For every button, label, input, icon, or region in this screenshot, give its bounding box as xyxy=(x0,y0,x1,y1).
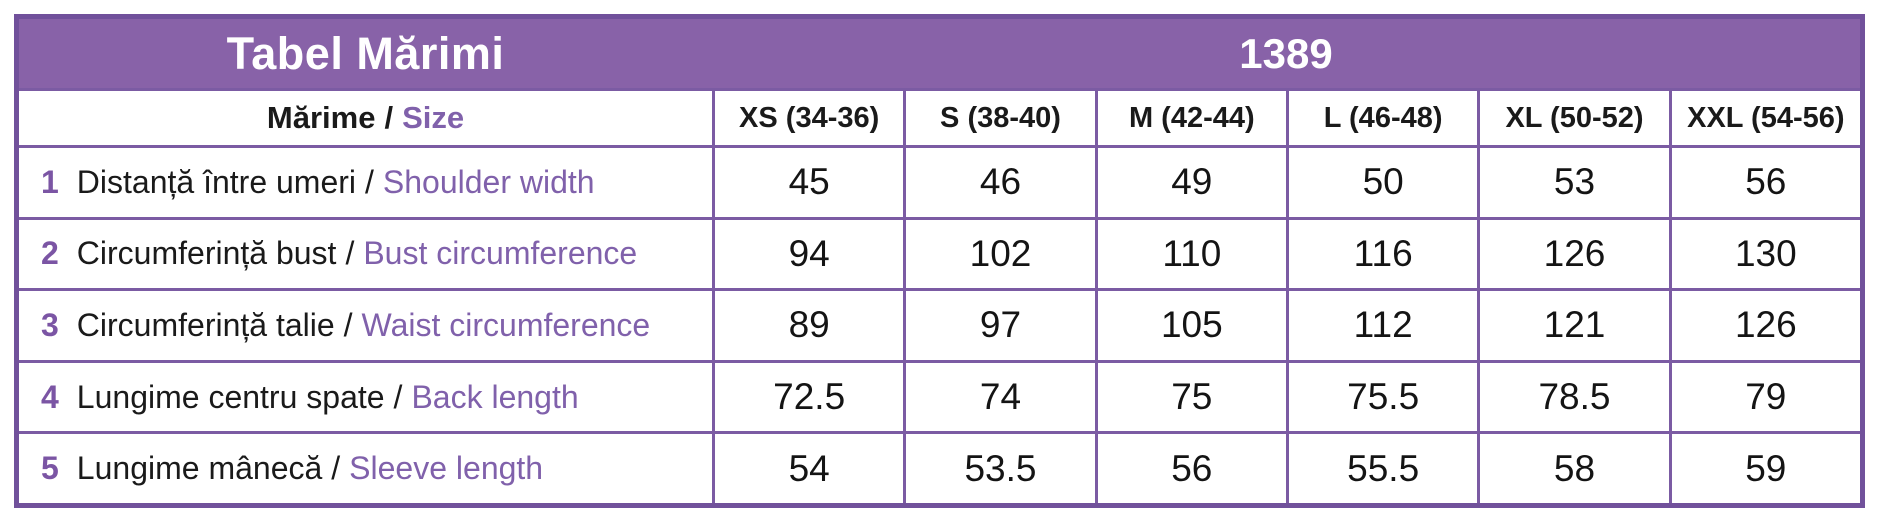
value-cell: 58 xyxy=(1477,431,1669,503)
value-cell: 130 xyxy=(1668,216,1860,289)
corner-separator: / xyxy=(384,100,394,135)
row-label-ro: Circumferință talie xyxy=(76,306,335,343)
row-number: 4 xyxy=(41,378,59,415)
value-cell: 121 xyxy=(1477,288,1669,360)
value-cell: 53 xyxy=(1477,145,1669,217)
value-cell: 74 xyxy=(903,359,1095,432)
size-table: Tabel Mărimi 1389 Mărime / Size XS (34-3… xyxy=(14,14,1865,508)
row-number: 3 xyxy=(41,306,59,343)
row-label-en: Shoulder width xyxy=(382,163,595,200)
value-cell: 59 xyxy=(1668,431,1860,503)
row-label-en: Sleeve length xyxy=(349,450,544,487)
value-cell: 50 xyxy=(1285,145,1478,217)
value-cell: 126 xyxy=(1668,288,1860,360)
row-label-ro: Distanță între umeri xyxy=(76,163,357,200)
row-label-ro: Lungime mânecă xyxy=(76,450,323,487)
row-separator: / xyxy=(345,235,355,272)
corner-label-ro: Mărime xyxy=(266,100,376,135)
row-label-shoulder-width: 1 Distanță între umeri / Shoulder width xyxy=(19,145,712,217)
value-cell: 53.5 xyxy=(903,431,1095,503)
value-cell: 126 xyxy=(1477,216,1669,289)
row-separator: / xyxy=(343,306,353,343)
row-separator: / xyxy=(331,450,341,487)
value-cell: 110 xyxy=(1094,216,1286,289)
value-cell: 102 xyxy=(903,216,1095,289)
page-title: Tabel Mărimi xyxy=(226,27,505,79)
value-cell: 78.5 xyxy=(1477,359,1669,432)
product-code: 1389 xyxy=(1239,29,1333,77)
value-cell: 45 xyxy=(712,145,904,217)
corner-header: Mărime / Size xyxy=(19,88,712,145)
value-cell: 46 xyxy=(903,145,1095,217)
value-cell: 116 xyxy=(1285,216,1478,289)
column-header-s: S (38-40) xyxy=(903,88,1095,145)
row-separator: / xyxy=(393,378,403,415)
row-label-back-length: 4 Lungime centru spate / Back length xyxy=(19,359,712,432)
value-cell: 54 xyxy=(712,431,904,503)
row-label-en: Back length xyxy=(411,378,579,415)
code-zone: 1389 xyxy=(712,30,1860,78)
value-cell: 56 xyxy=(1094,431,1286,503)
value-cell: 55.5 xyxy=(1285,431,1478,503)
row-label-waist-circumference: 3 Circumferință talie / Waist circumfere… xyxy=(19,288,712,360)
corner-label-en: Size xyxy=(402,100,465,135)
header-band: Tabel Mărimi 1389 xyxy=(19,19,1860,88)
column-header-xs: XS (34-36) xyxy=(712,88,904,145)
column-header-m: M (42-44) xyxy=(1094,88,1286,145)
value-cell: 79 xyxy=(1668,359,1860,432)
value-cell: 94 xyxy=(712,216,904,289)
row-label-bust-circumference: 2 Circumferință bust / Bust circumferenc… xyxy=(19,216,712,289)
row-label-en: Waist circumference xyxy=(361,306,651,343)
value-cell: 75 xyxy=(1094,359,1286,432)
value-cell: 112 xyxy=(1285,288,1478,360)
row-number: 5 xyxy=(41,450,59,487)
row-number: 1 xyxy=(41,163,59,200)
value-cell: 97 xyxy=(903,288,1095,360)
value-cell: 75.5 xyxy=(1285,359,1478,432)
column-header-l: L (46-48) xyxy=(1285,88,1478,145)
value-cell: 49 xyxy=(1094,145,1286,217)
value-cell: 105 xyxy=(1094,288,1286,360)
row-label-ro: Circumferință bust xyxy=(76,235,337,272)
row-number: 2 xyxy=(41,235,59,272)
value-cell: 72.5 xyxy=(712,359,904,432)
row-separator: / xyxy=(365,163,374,200)
value-cell: 56 xyxy=(1668,145,1860,217)
row-label-sleeve-length: 5 Lungime mânecă / Sleeve length xyxy=(19,431,712,503)
column-header-xl: XL (50-52) xyxy=(1477,88,1669,145)
column-header-xxl: XXL (54-56) xyxy=(1668,88,1860,145)
row-label-en: Bust circumference xyxy=(363,235,638,272)
value-cell: 89 xyxy=(712,288,904,360)
row-label-ro: Lungime centru spate xyxy=(76,378,385,415)
title-zone: Tabel Mărimi xyxy=(19,28,712,80)
